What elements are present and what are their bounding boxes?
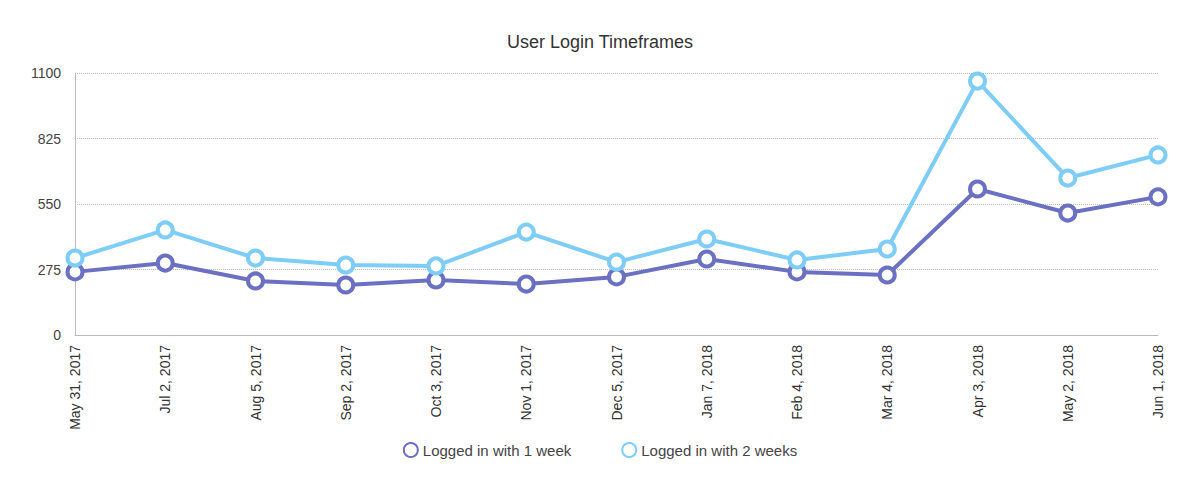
svg-text:1100: 1100: [31, 65, 61, 81]
svg-text:Mar 4, 2018: Mar 4, 2018: [879, 345, 895, 420]
svg-text:275: 275: [38, 262, 62, 278]
svg-text:Jan 7, 2018: Jan 7, 2018: [699, 345, 715, 418]
svg-text:550: 550: [38, 196, 62, 212]
svg-text:Sep 2, 2017: Sep 2, 2017: [338, 345, 354, 421]
svg-text:Jul 2, 2017: Jul 2, 2017: [157, 345, 173, 414]
svg-text:Nov 1, 2017: Nov 1, 2017: [518, 345, 534, 421]
svg-text:Jun 1, 2018: Jun 1, 2018: [1150, 345, 1166, 418]
svg-text:Logged in with 1 week: Logged in with 1 week: [423, 442, 572, 459]
svg-text:May 31, 2017: May 31, 2017: [67, 345, 83, 430]
svg-text:May 2, 2018: May 2, 2018: [1060, 345, 1076, 422]
svg-text:0: 0: [53, 327, 61, 343]
svg-text:Dec 5, 2017: Dec 5, 2017: [609, 345, 625, 421]
svg-text:Apr 3, 2018: Apr 3, 2018: [970, 345, 986, 418]
svg-text:User Login Timeframes: User Login Timeframes: [507, 32, 693, 52]
svg-text:Feb 4, 2018: Feb 4, 2018: [789, 345, 805, 420]
svg-text:Aug 5, 2017: Aug 5, 2017: [248, 345, 264, 421]
svg-text:Oct 3, 2017: Oct 3, 2017: [428, 345, 444, 418]
svg-text:Logged in with 2 weeks: Logged in with 2 weeks: [641, 442, 797, 459]
svg-text:825: 825: [38, 131, 62, 147]
